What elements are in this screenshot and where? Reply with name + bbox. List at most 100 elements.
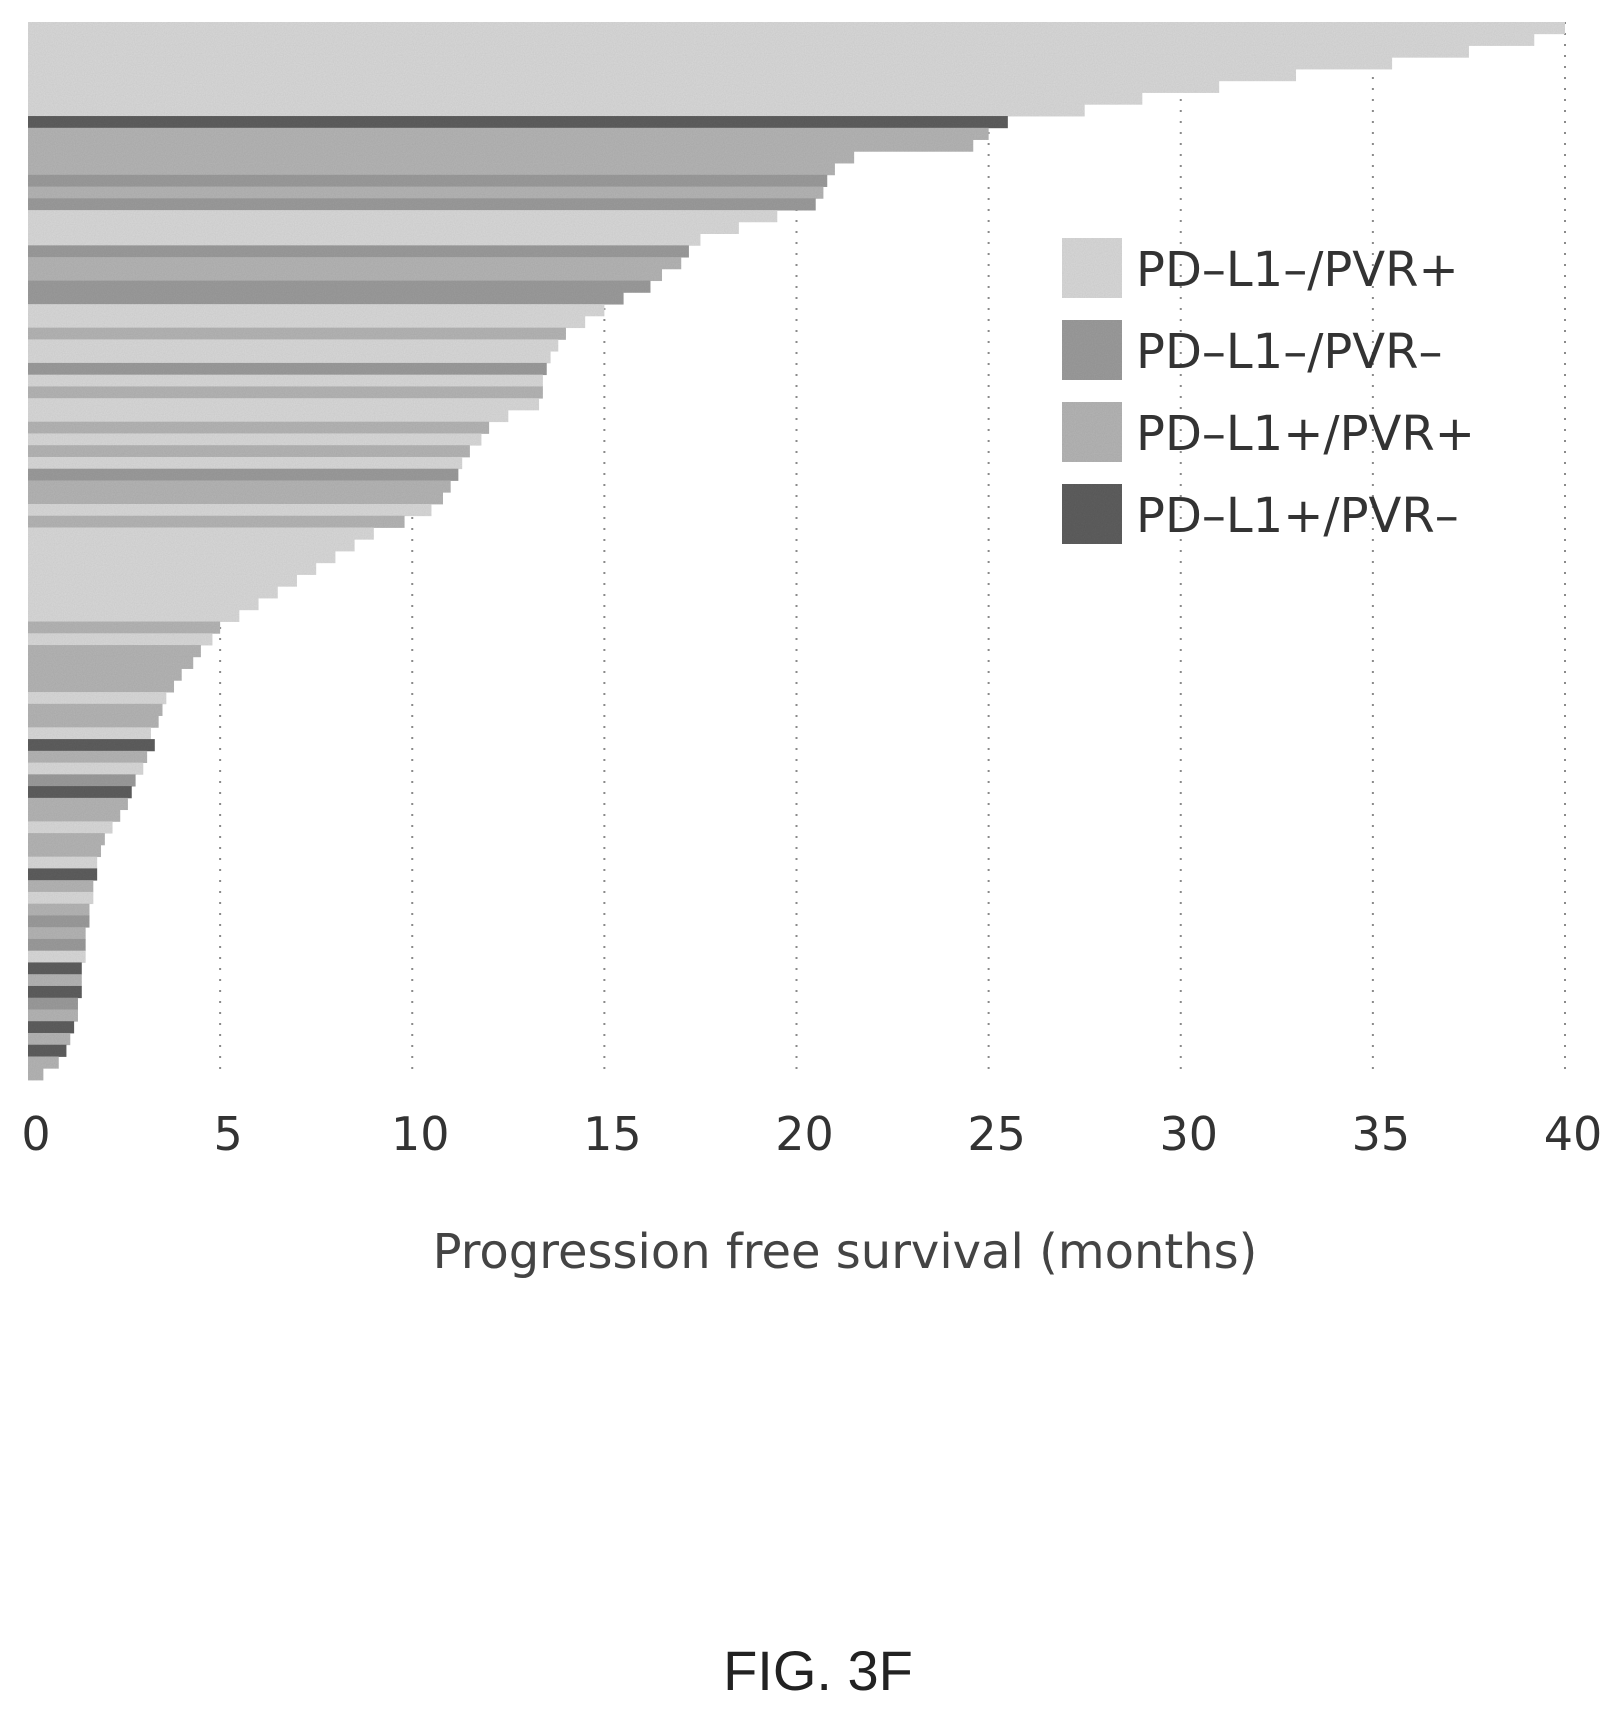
bar <box>28 503 432 517</box>
legend-swatch <box>1062 402 1122 462</box>
x-tick-label: 0 <box>21 1107 50 1161</box>
bar <box>28 421 490 434</box>
bar <box>28 69 1297 82</box>
bar <box>28 997 78 1010</box>
bar <box>28 33 1535 46</box>
legend-swatch <box>1062 484 1122 544</box>
bar <box>28 339 559 352</box>
x-tick-label: 5 <box>213 1107 242 1161</box>
bars <box>28 22 1565 1081</box>
bar <box>28 762 144 775</box>
bar <box>28 856 98 869</box>
bar <box>28 927 86 940</box>
bar <box>28 821 113 834</box>
bar <box>28 539 355 552</box>
bar <box>28 22 1565 35</box>
bar <box>28 880 94 893</box>
bar <box>28 292 624 305</box>
bar <box>28 833 105 846</box>
bar <box>28 45 1469 58</box>
bar <box>28 962 82 975</box>
bar <box>28 774 136 787</box>
bar <box>28 80 1220 93</box>
bar <box>28 515 405 528</box>
bar <box>28 456 463 470</box>
bar <box>28 163 835 176</box>
legend-label: PD–L1–/PVR– <box>1136 324 1443 380</box>
bar <box>28 551 336 564</box>
figure-caption: FIG. 3F <box>723 1639 913 1702</box>
bar <box>28 562 317 575</box>
bar <box>28 1056 59 1069</box>
bar <box>28 433 482 446</box>
legend-label: PD–L1+/PVR– <box>1136 488 1459 544</box>
bar <box>28 680 175 693</box>
bar <box>28 221 739 234</box>
bar <box>28 492 443 505</box>
bar <box>28 903 90 916</box>
bar <box>28 598 259 611</box>
bar <box>28 1032 71 1046</box>
x-tick-label: 25 <box>967 1107 1026 1161</box>
bar <box>28 586 278 599</box>
bar <box>28 527 374 540</box>
bar <box>28 104 1085 117</box>
bar <box>28 268 663 282</box>
bar <box>28 327 566 340</box>
bar <box>28 1068 44 1081</box>
bar <box>28 116 1008 129</box>
bar <box>28 621 221 634</box>
x-tick-label: 10 <box>391 1107 450 1161</box>
bar <box>28 351 551 364</box>
bar <box>28 1021 75 1034</box>
bar <box>28 985 82 999</box>
bar <box>28 974 82 987</box>
bar <box>28 210 778 223</box>
bar <box>28 1009 78 1022</box>
bar <box>28 304 605 317</box>
bar <box>28 574 297 587</box>
legend-label: PD–L1–/PVR+ <box>1136 242 1459 298</box>
bar <box>28 809 121 822</box>
legend-label: PD–L1+/PVR+ <box>1136 406 1475 462</box>
x-tick-label: 15 <box>583 1107 642 1161</box>
legend: PD–L1–/PVR+ PD–L1–/PVR– PD–L1+/PVR+ PD–L1+/… <box>1062 238 1475 544</box>
bar <box>28 445 470 458</box>
bar <box>28 715 159 728</box>
bar <box>28 398 540 411</box>
x-axis-ticks: 0 5 10 15 20 25 30 35 40 <box>21 1107 1602 1161</box>
x-tick-label: 30 <box>1159 1107 1218 1161</box>
bar <box>28 92 1143 105</box>
bar <box>28 633 213 646</box>
bar <box>28 409 509 423</box>
bar <box>28 950 86 963</box>
bar <box>28 868 98 881</box>
bar <box>28 703 163 716</box>
x-axis-title: Progression free survival (months) <box>433 1224 1258 1280</box>
bar <box>28 139 974 152</box>
bar <box>28 645 201 658</box>
bar <box>28 186 824 199</box>
bar <box>28 127 989 140</box>
bar <box>28 468 459 481</box>
x-tick-label: 40 <box>1544 1107 1603 1161</box>
bar <box>28 750 148 763</box>
x-tick-label: 20 <box>775 1107 834 1161</box>
bar <box>28 797 128 811</box>
bar <box>28 362 547 376</box>
bar <box>28 1044 67 1057</box>
legend-swatch <box>1062 320 1122 380</box>
bar <box>28 938 86 952</box>
legend-swatch <box>1062 238 1122 298</box>
bar <box>28 727 151 740</box>
bar <box>28 844 102 858</box>
bar <box>28 57 1393 70</box>
bar <box>28 480 451 493</box>
bar <box>28 245 689 258</box>
bar <box>28 692 167 705</box>
bar <box>28 257 682 270</box>
bar <box>28 386 543 399</box>
bar <box>28 609 240 622</box>
bar <box>28 233 701 246</box>
